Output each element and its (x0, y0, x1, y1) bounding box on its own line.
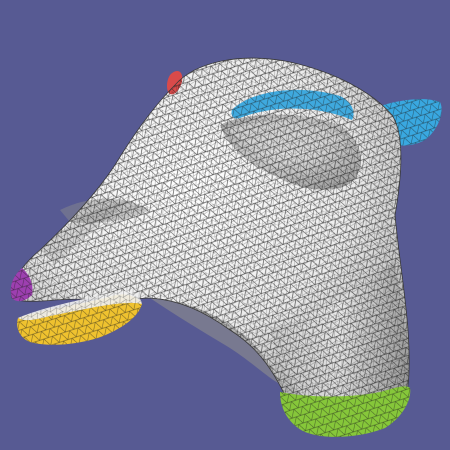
lower-lip-region (17, 291, 142, 345)
neck-base-region (280, 386, 411, 437)
brow-region (231, 89, 354, 120)
nose-tip-region (10, 268, 33, 302)
